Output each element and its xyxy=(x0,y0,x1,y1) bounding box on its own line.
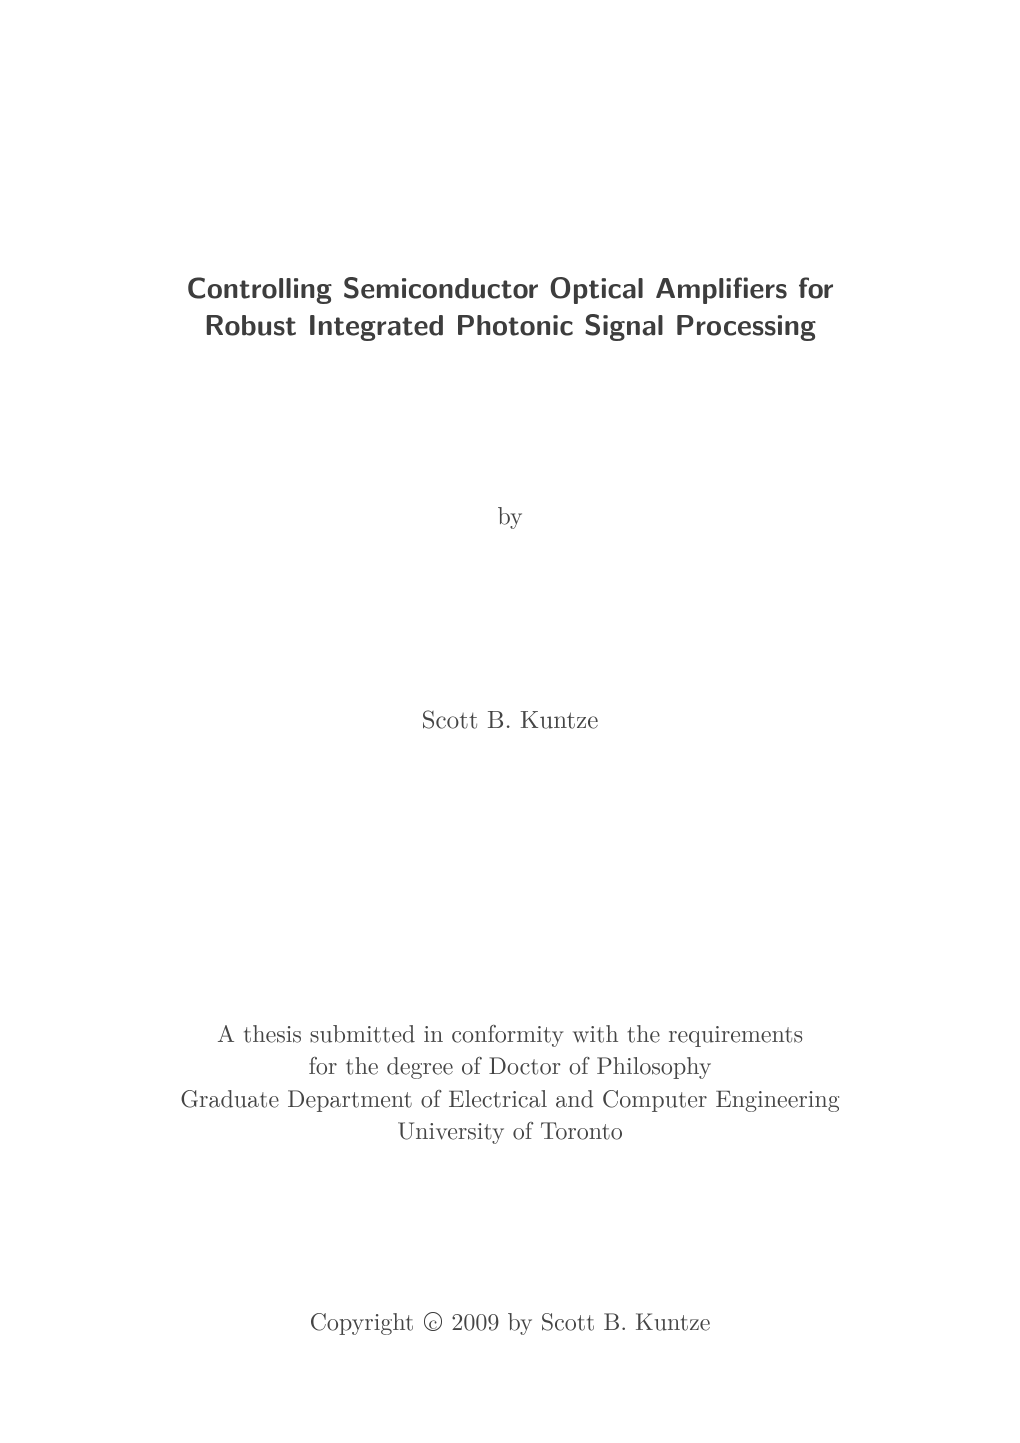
thesis-line-1: A thesis submitted in conformity with th… xyxy=(120,1016,900,1048)
thesis-line-2: for the degree of Doctor of Philosophy xyxy=(120,1048,900,1080)
copyright-rest: 2009 by Scott B. Kuntze xyxy=(443,1303,710,1337)
thesis-title: Controlling Semiconductor Optical Amplif… xyxy=(120,268,900,342)
author-name: Scott B. Kuntze xyxy=(120,701,900,736)
thesis-statement: A thesis submitted in conformity with th… xyxy=(120,1016,900,1145)
thesis-line-4: University of Toronto xyxy=(120,1113,900,1145)
title-line-2: Robust Integrated Photonic Signal Proces… xyxy=(120,305,900,342)
thesis-line-3: Graduate Department of Electrical and Co… xyxy=(120,1081,900,1113)
copyright-notice: Copyright c 2009 by Scott B. Kuntze xyxy=(120,1303,900,1337)
title-line-1: Controlling Semiconductor Optical Amplif… xyxy=(120,268,900,305)
by-label: by xyxy=(120,497,900,531)
copyright-symbol: c xyxy=(424,1312,443,1331)
copyright-prefix: Copyright xyxy=(310,1303,423,1337)
title-page: Controlling Semiconductor Optical Amplif… xyxy=(0,0,1020,1443)
